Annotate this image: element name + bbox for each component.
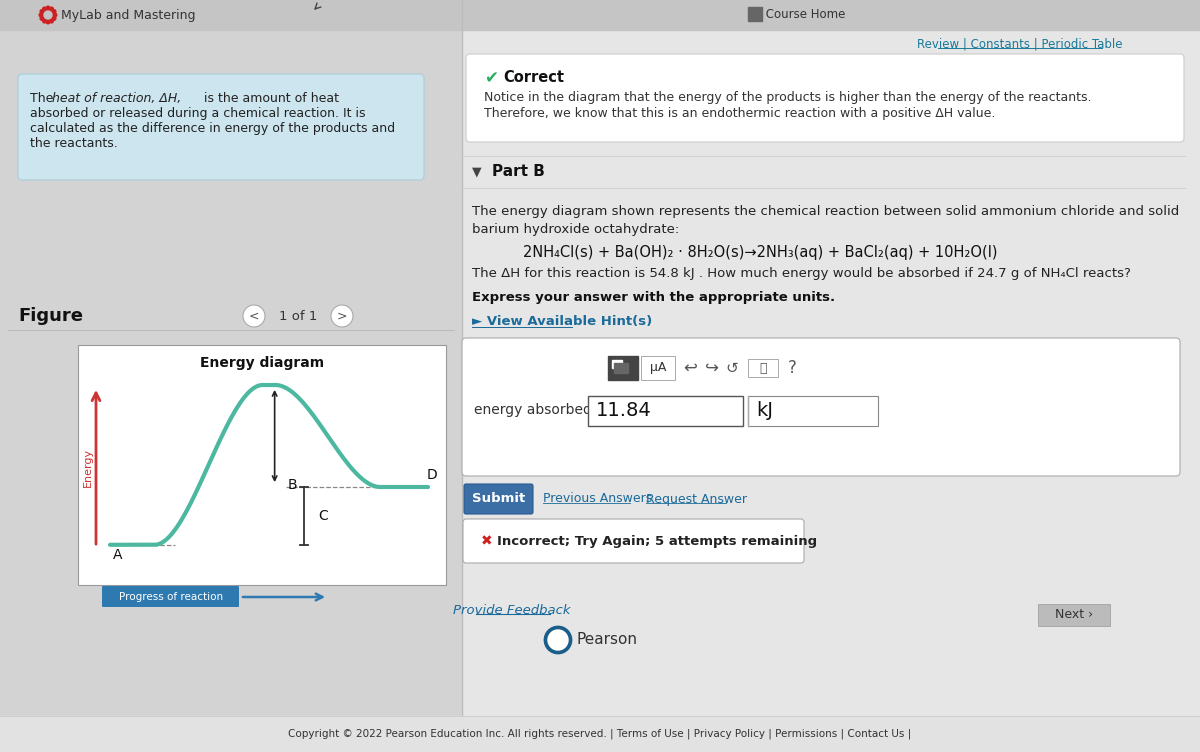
Bar [608,356,638,380]
Text: Correct: Correct [503,71,564,86]
Text: Therefore, we know that this is an endothermic reaction with a positive ΔH value: Therefore, we know that this is an endot… [484,108,995,120]
Text: energy absorbed =: energy absorbed = [474,403,608,417]
Circle shape [49,20,53,23]
Bar [641,356,674,380]
Circle shape [47,6,50,10]
Text: ↪: ↪ [706,359,719,377]
Bar [748,359,778,377]
Circle shape [43,7,47,11]
FancyBboxPatch shape [18,74,424,180]
Text: Figure: Figure [18,307,83,325]
Text: ⎕: ⎕ [760,362,767,374]
Text: ▼: ▼ [472,165,481,178]
Text: <: < [248,310,259,323]
Text: MyLab and Mastering: MyLab and Mastering [61,8,196,22]
Text: is the amount of heat: is the amount of heat [200,92,340,105]
Bar [0,0,1200,30]
Text: 2NH₄Cl(s) + Ba(OH)₂ · 8H₂O(s)→2NH₃(aq) + BaCl₂(aq) + 10H₂O(l): 2NH₄Cl(s) + Ba(OH)₂ · 8H₂O(s)→2NH₃(aq) +… [523,244,997,259]
FancyBboxPatch shape [464,484,533,514]
Circle shape [40,10,43,14]
Bar [0,716,1200,752]
FancyBboxPatch shape [463,519,804,563]
Text: Pearson: Pearson [576,632,637,647]
Text: C: C [318,509,328,523]
Text: ↩: ↩ [683,359,697,377]
Text: A: A [113,547,122,562]
Text: heat of reaction, ΔH,: heat of reaction, ΔH, [52,92,181,105]
Text: the reactants.: the reactants. [30,137,118,150]
Text: Notice in the diagram that the energy of the products is higher than the energy : Notice in the diagram that the energy of… [484,92,1092,105]
Bar [748,396,878,426]
Text: μA: μA [650,362,666,374]
Bar [462,0,1200,752]
Text: Energy: Energy [83,447,94,487]
Text: Progress of reaction: Progress of reaction [119,592,223,602]
Text: The: The [30,92,58,105]
Circle shape [548,630,568,650]
FancyBboxPatch shape [466,54,1184,142]
Circle shape [331,305,353,327]
Text: The ΔH for this reaction is 54.8 kJ . How much energy would be absorbed if 24.7 : The ΔH for this reaction is 54.8 kJ . Ho… [472,268,1130,280]
Text: ► View Available Hint(s): ► View Available Hint(s) [472,316,653,329]
Bar [78,345,446,585]
Text: D: D [427,468,437,482]
Circle shape [43,20,47,23]
Text: absorbed or released during a chemical reaction. It is: absorbed or released during a chemical r… [30,107,366,120]
Bar [612,360,622,368]
Text: 11.84: 11.84 [596,402,652,420]
Text: Copyright © 2022 Pearson Education Inc. All rights reserved. | Terms of Use | Pr: Copyright © 2022 Pearson Education Inc. … [288,729,912,739]
Text: kJ: kJ [756,402,773,420]
Circle shape [53,10,56,14]
Circle shape [40,17,43,20]
Text: Previous Answers: Previous Answers [542,493,653,505]
Bar [0,0,462,752]
Circle shape [545,627,571,653]
Text: B: B [287,478,296,492]
Text: ↺: ↺ [726,360,738,375]
Text: Incorrect; Try Again; 5 attempts remaining: Incorrect; Try Again; 5 attempts remaini… [497,535,817,547]
Circle shape [47,20,50,24]
Text: ✔: ✔ [484,69,498,87]
FancyBboxPatch shape [102,586,239,607]
Text: barium hydroxide octahydrate:: barium hydroxide octahydrate: [472,223,679,236]
Bar [1038,604,1110,626]
Text: ✖: ✖ [481,534,493,548]
Text: calculated as the difference in energy of the products and: calculated as the difference in energy o… [30,122,395,135]
Text: Review | Constants | Periodic Table: Review | Constants | Periodic Table [917,38,1123,50]
Circle shape [53,17,56,20]
Circle shape [49,7,53,11]
Text: 1 of 1: 1 of 1 [278,310,317,323]
Text: ?: ? [787,359,797,377]
FancyBboxPatch shape [462,338,1180,476]
Text: Part B: Part B [492,165,545,180]
Circle shape [242,305,265,327]
Text: Submit: Submit [473,493,526,505]
Text: Provide Feedback: Provide Feedback [454,604,571,617]
Bar [588,396,743,426]
Circle shape [40,14,43,17]
Circle shape [53,14,56,17]
Text: The energy diagram shown represents the chemical reaction between solid ammonium: The energy diagram shown represents the … [472,205,1180,219]
Text: Course Home: Course Home [762,8,845,22]
Bar [748,7,762,21]
Text: P: P [553,633,563,647]
Text: Energy diagram: Energy diagram [200,356,324,370]
Text: Request Answer: Request Answer [646,493,746,505]
Text: Next ›: Next › [1055,608,1093,621]
Text: Express your answer with the appropriate units.: Express your answer with the appropriate… [472,292,835,305]
Bar [614,363,628,373]
Text: >: > [337,310,347,323]
